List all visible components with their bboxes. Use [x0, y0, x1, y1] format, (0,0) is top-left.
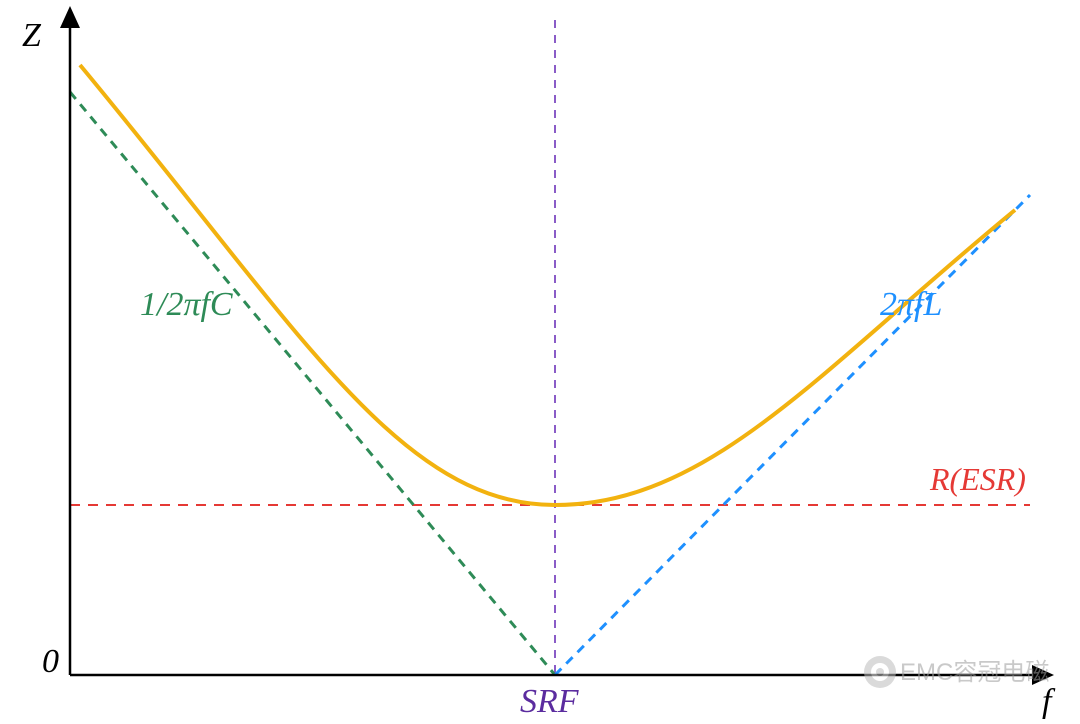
srf-label: SRF	[520, 683, 580, 720]
inductive-asymptote	[555, 195, 1030, 675]
inductive-label: 2πfL	[880, 286, 942, 323]
y-axis-arrow-icon	[60, 6, 80, 28]
impedance-curve	[80, 65, 1015, 505]
capacitive-label: 1/2πfC	[140, 286, 233, 323]
y-axis-label: Z	[22, 17, 42, 54]
watermark: EMC容冠电磁	[864, 656, 1049, 688]
origin-label: 0	[42, 643, 59, 680]
esr-label: R(ESR)	[929, 461, 1026, 497]
impedance-diagram: Z f 0 1/2πfC 2πfL R(ESR) SRF EMC容冠电磁	[0, 0, 1080, 724]
x-axis-label: f	[1042, 683, 1056, 720]
watermark-text: EMC容冠电磁	[900, 659, 1049, 686]
capacitive-asymptote	[70, 92, 555, 675]
